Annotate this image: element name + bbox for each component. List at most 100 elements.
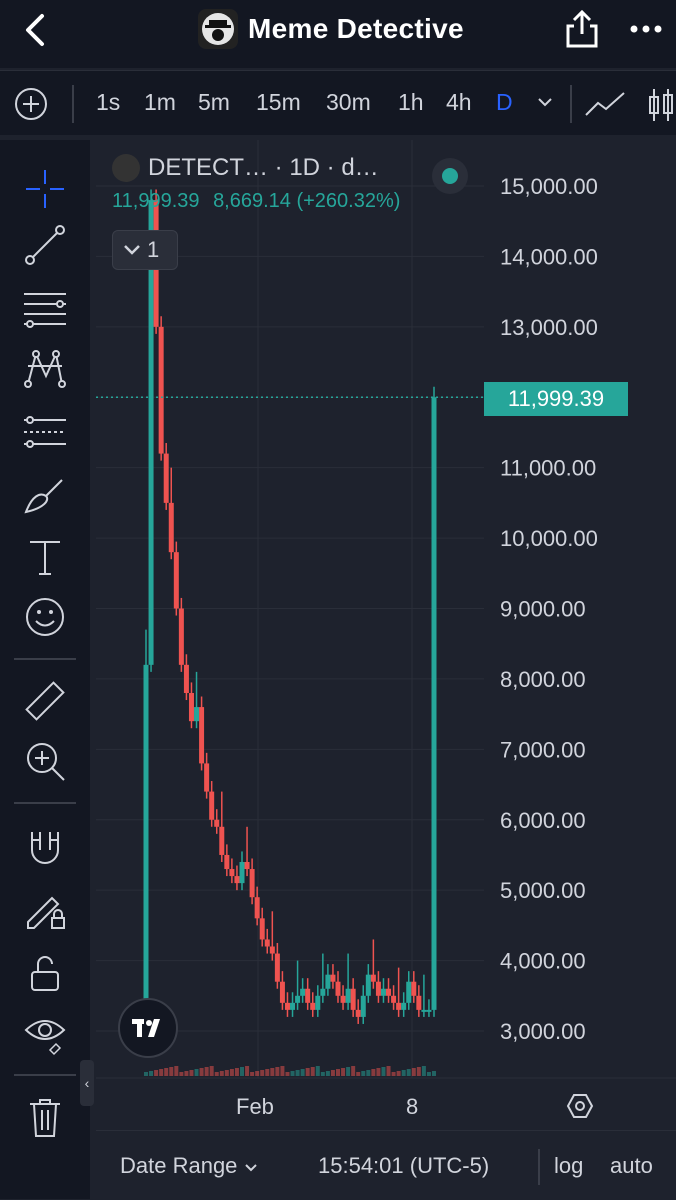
candle-body	[305, 988, 311, 1003]
volume-bar	[265, 1069, 270, 1076]
volume-bar	[169, 1067, 174, 1076]
candle-body	[406, 981, 412, 1003]
ruler-icon[interactable]	[22, 678, 68, 724]
candle-body	[244, 862, 250, 870]
candle-body	[310, 1002, 316, 1010]
candle-body	[163, 453, 169, 503]
candle-body	[274, 953, 280, 982]
y-tick-label: 3,000.00	[500, 1019, 586, 1044]
unlock-icon[interactable]	[22, 950, 68, 996]
interval-30m[interactable]: 30m	[326, 89, 371, 115]
volume-bar	[250, 1072, 255, 1076]
candle-body	[199, 707, 205, 764]
volume-bar	[275, 1067, 280, 1076]
volume-bar	[351, 1066, 356, 1076]
volume-bar	[285, 1072, 290, 1076]
lock-drawing-icon[interactable]	[22, 886, 68, 932]
y-tick-label: 5,000.00	[500, 878, 586, 903]
volume-bar	[356, 1072, 361, 1076]
interval-bar: 1s 1m 5m 15m 30m 1h 4h D	[0, 70, 676, 135]
candle-body	[209, 791, 215, 820]
auto-scale-toggle[interactable]: auto	[610, 1153, 653, 1178]
interval-1s[interactable]: 1s	[96, 89, 121, 115]
candle-body	[188, 693, 194, 722]
candle-body	[426, 1009, 432, 1012]
chevron-down-icon[interactable]	[536, 93, 554, 111]
candle-body	[380, 988, 386, 996]
volume-bar	[315, 1066, 320, 1076]
y-tick-label: 11,000.00	[500, 456, 596, 481]
volume-bar	[255, 1071, 260, 1076]
legend-toggle-button[interactable]: 1	[112, 230, 178, 270]
fib-levels-icon[interactable]	[22, 286, 68, 332]
volume-bar	[219, 1071, 224, 1076]
clock-timezone[interactable]: 15:54:01 (UTC-5)	[318, 1153, 490, 1178]
candle-body	[290, 1002, 296, 1010]
interval-5m[interactable]: 5m	[198, 89, 230, 115]
magnet-icon[interactable]	[22, 824, 68, 870]
candle-body	[345, 988, 351, 1003]
line-chart-icon[interactable]	[584, 89, 628, 119]
volume-bar	[336, 1069, 340, 1076]
emoji-icon[interactable]	[22, 594, 68, 640]
chevron-down-icon	[244, 1164, 257, 1172]
candle-body	[355, 1009, 361, 1017]
candle-body	[194, 707, 200, 722]
y-tick-label: 14,000.00	[500, 244, 598, 269]
chevron-down-icon	[124, 245, 140, 255]
volume-bar	[371, 1069, 376, 1076]
chart-settings-icon[interactable]	[566, 1092, 594, 1120]
volume-bar	[325, 1071, 330, 1076]
candle-body	[264, 939, 270, 947]
y-tick-label: 13,000.00	[500, 315, 598, 340]
interval-15m[interactable]: 15m	[256, 89, 301, 115]
trend-line-icon[interactable]	[22, 222, 68, 268]
volume-bar	[361, 1071, 366, 1076]
candle-body	[431, 397, 437, 1010]
volume-bar	[199, 1068, 204, 1076]
candle-body	[375, 981, 381, 996]
interval-1m[interactable]: 1m	[144, 89, 176, 115]
text-icon[interactable]	[22, 534, 68, 580]
pattern-icon[interactable]	[22, 346, 68, 392]
interval-1h[interactable]: 1h	[398, 89, 424, 115]
tradingview-logo[interactable]	[118, 998, 178, 1058]
y-tick-label: 7,000.00	[500, 737, 586, 762]
chart-footer: Date Range 15:54:01 (UTC-5) log auto	[96, 1130, 676, 1200]
candle-body	[219, 826, 225, 855]
volume-bar	[386, 1066, 391, 1076]
title-group[interactable]: Meme Detective	[198, 6, 464, 52]
candle-body	[300, 988, 306, 996]
back-arrow-icon[interactable]	[18, 12, 54, 48]
zoom-in-icon[interactable]	[22, 738, 68, 784]
eye-icon[interactable]	[22, 1010, 68, 1056]
more-options-icon[interactable]	[628, 14, 664, 44]
brush-icon[interactable]	[22, 472, 68, 518]
volume-bar	[310, 1067, 315, 1076]
volume-bar	[270, 1068, 275, 1076]
candle-body	[416, 995, 422, 1010]
share-icon[interactable]	[562, 8, 602, 50]
log-scale-toggle[interactable]: log	[554, 1153, 584, 1178]
add-symbol-icon[interactable]	[14, 87, 48, 121]
candle-body	[158, 326, 164, 454]
projection-icon[interactable]	[22, 410, 68, 456]
volume-bar	[184, 1071, 189, 1076]
price-chart[interactable]: 15,000.0014,000.0013,000.0012,000.0011,0…	[96, 140, 676, 1130]
market-status-icon[interactable]	[432, 158, 468, 194]
detective-avatar-icon	[198, 9, 238, 49]
symbol-legend: DETECT… · 1D · d… 11,999.39 8,669.14 (+2…	[112, 154, 468, 213]
divider	[538, 1149, 540, 1185]
candles-chart-icon[interactable]	[646, 85, 676, 125]
interval-4h[interactable]: 4h	[446, 89, 472, 115]
interval-1d[interactable]: D	[496, 89, 513, 115]
trash-icon[interactable]	[22, 1094, 68, 1140]
chart-pane[interactable]: 15,000.0014,000.0013,000.0012,000.0011,0…	[96, 140, 676, 1199]
crosshair-icon[interactable]	[22, 166, 68, 212]
collapse-toolbar-button[interactable]: ‹	[80, 1060, 94, 1106]
volume-bar	[391, 1072, 396, 1076]
date-range-button[interactable]: Date Range	[120, 1153, 258, 1179]
candle-body	[249, 869, 255, 898]
legend-symbol[interactable]: DETECT… · 1D · d…	[148, 154, 379, 181]
candle-body	[386, 988, 392, 996]
